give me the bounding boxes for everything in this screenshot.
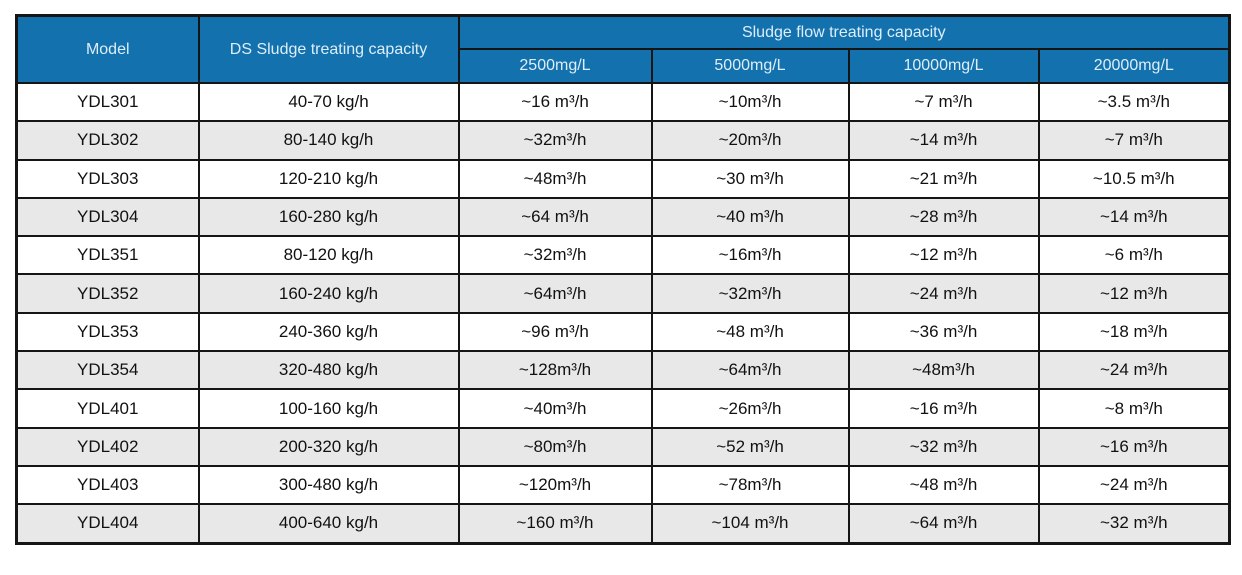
flow-capacity-cell: ~10m³/h <box>650 81 850 123</box>
flow-capacity-cell: ~64m³/h <box>457 273 653 314</box>
table-row: YDL354 320-480 kg/h ~128m³/h ~64m³/h ~48… <box>15 350 1231 391</box>
table-body: YDL301 40-70 kg/h ~16 m³/h ~10m³/h ~7 m³… <box>15 81 1231 545</box>
concentration-header-20000: 20000mg/L <box>1037 48 1231 84</box>
table-row: YDL301 40-70 kg/h ~16 m³/h ~10m³/h ~7 m³… <box>15 81 1231 123</box>
table-row: YDL402 200-320 kg/h ~80m³/h ~52 m³/h ~32… <box>15 426 1231 467</box>
flow-capacity-cell: ~64 m³/h <box>457 196 653 238</box>
flow-capacity-cell: ~16m³/h <box>650 235 850 276</box>
flow-capacity-cell: ~36 m³/h <box>847 311 1040 353</box>
ds-capacity-cell: 40-70 kg/h <box>197 81 460 123</box>
flow-capacity-cell: ~48 m³/h <box>650 311 850 353</box>
flow-capacity-cell: ~14 m³/h <box>1037 196 1231 238</box>
ds-capacity-cell: 160-240 kg/h <box>197 273 460 314</box>
concentration-header-10000: 10000mg/L <box>847 48 1040 84</box>
sludge-capacity-table: Model DS Sludge treating capacity Sludge… <box>15 14 1232 545</box>
table-row: YDL351 80-120 kg/h ~32m³/h ~16m³/h ~12 m… <box>15 235 1231 276</box>
ds-capacity-cell: 300-480 kg/h <box>197 464 460 506</box>
flow-capacity-cell: ~160 m³/h <box>457 503 653 545</box>
flow-capacity-cell: ~96 m³/h <box>457 311 653 353</box>
concentration-header-5000: 5000mg/L <box>650 48 850 84</box>
ds-capacity-cell: 120-210 kg/h <box>197 158 460 199</box>
model-cell: YDL352 <box>15 273 200 314</box>
flow-capacity-cell: ~80m³/h <box>457 426 653 467</box>
flow-capacity-cell: ~16 m³/h <box>847 388 1040 429</box>
model-cell: YDL353 <box>15 311 200 353</box>
model-cell: YDL354 <box>15 350 200 391</box>
table-row: YDL353 240-360 kg/h ~96 m³/h ~48 m³/h ~3… <box>15 311 1231 353</box>
model-cell: YDL303 <box>15 158 200 199</box>
table-row: YDL403 300-480 kg/h ~120m³/h ~78m³/h ~48… <box>15 464 1231 506</box>
flow-capacity-cell: ~16 m³/h <box>457 81 653 123</box>
model-column-header: Model <box>15 14 200 84</box>
flow-capacity-cell: ~10.5 m³/h <box>1037 158 1231 199</box>
flow-capacity-cell: ~40m³/h <box>457 388 653 429</box>
flow-capacity-cell: ~32 m³/h <box>847 426 1040 467</box>
flow-capacity-cell: ~48m³/h <box>847 350 1040 391</box>
flow-capacity-cell: ~7 m³/h <box>1037 120 1231 161</box>
flow-capacity-cell: ~104 m³/h <box>650 503 850 545</box>
flow-capacity-cell: ~32 m³/h <box>1037 503 1231 545</box>
model-cell: YDL304 <box>15 196 200 238</box>
model-cell: YDL401 <box>15 388 200 429</box>
flow-capacity-cell: ~32m³/h <box>650 273 850 314</box>
flow-capacity-cell: ~12 m³/h <box>847 235 1040 276</box>
ds-capacity-cell: 80-140 kg/h <box>197 120 460 161</box>
header-group-row: Model DS Sludge treating capacity Sludge… <box>15 14 1231 84</box>
flow-capacity-cell: ~18 m³/h <box>1037 311 1231 353</box>
table-header: Model DS Sludge treating capacity Sludge… <box>15 14 1231 84</box>
table-row: YDL302 80-140 kg/h ~32m³/h ~20m³/h ~14 m… <box>15 120 1231 161</box>
flow-capacity-cell: ~26m³/h <box>650 388 850 429</box>
ds-capacity-cell: 200-320 kg/h <box>197 426 460 467</box>
flow-capacity-cell: ~128m³/h <box>457 350 653 391</box>
flow-capacity-cell: ~64 m³/h <box>847 503 1040 545</box>
ds-capacity-cell: 240-360 kg/h <box>197 311 460 353</box>
sludge-capacity-table-wrapper: Model DS Sludge treating capacity Sludge… <box>15 14 1232 545</box>
ds-capacity-cell: 400-640 kg/h <box>197 503 460 545</box>
table-row: YDL404 400-640 kg/h ~160 m³/h ~104 m³/h … <box>15 503 1231 545</box>
model-cell: YDL402 <box>15 426 200 467</box>
ds-capacity-cell: 80-120 kg/h <box>197 235 460 276</box>
flow-capacity-cell: ~20m³/h <box>650 120 850 161</box>
ds-capacity-cell: 320-480 kg/h <box>197 350 460 391</box>
flow-capacity-cell: ~21 m³/h <box>847 158 1040 199</box>
model-cell: YDL351 <box>15 235 200 276</box>
flow-capacity-cell: ~7 m³/h <box>847 81 1040 123</box>
flow-capacity-cell: ~3.5 m³/h <box>1037 81 1231 123</box>
flow-capacity-cell: ~120m³/h <box>457 464 653 506</box>
flow-capacity-cell: ~14 m³/h <box>847 120 1040 161</box>
table-row: YDL304 160-280 kg/h ~64 m³/h ~40 m³/h ~2… <box>15 196 1231 238</box>
flow-capacity-cell: ~64m³/h <box>650 350 850 391</box>
flow-capacity-cell: ~24 m³/h <box>1037 464 1231 506</box>
header-concentration-row: 2500mg/L 5000mg/L 10000mg/L 20000mg/L <box>17 48 1231 84</box>
model-cell: YDL403 <box>15 464 200 506</box>
flow-capacity-cell: ~48m³/h <box>457 158 653 199</box>
flow-capacity-cell: ~24 m³/h <box>847 273 1040 314</box>
model-cell: YDL404 <box>15 503 200 545</box>
table-row: YDL401 100-160 kg/h ~40m³/h ~26m³/h ~16 … <box>15 388 1231 429</box>
concentration-header-2500: 2500mg/L <box>457 48 653 84</box>
flow-capacity-cell: ~8 m³/h <box>1037 388 1231 429</box>
flow-capacity-cell: ~16 m³/h <box>1037 426 1231 467</box>
table-row: YDL303 120-210 kg/h ~48m³/h ~30 m³/h ~21… <box>15 158 1231 199</box>
ds-capacity-column-header: DS Sludge treating capacity <box>197 14 460 84</box>
flow-capacity-cell: ~24 m³/h <box>1037 350 1231 391</box>
model-cell: YDL302 <box>15 120 200 161</box>
flow-capacity-cell: ~30 m³/h <box>650 158 850 199</box>
flow-capacity-cell: ~32m³/h <box>457 235 653 276</box>
flow-capacity-cell: ~40 m³/h <box>650 196 850 238</box>
flow-capacity-cell: ~28 m³/h <box>847 196 1040 238</box>
table-row: YDL352 160-240 kg/h ~64m³/h ~32m³/h ~24 … <box>15 273 1231 314</box>
flow-capacity-cell: ~32m³/h <box>457 120 653 161</box>
ds-capacity-cell: 160-280 kg/h <box>197 196 460 238</box>
flow-capacity-cell: ~12 m³/h <box>1037 273 1231 314</box>
flow-capacity-cell: ~6 m³/h <box>1037 235 1231 276</box>
flow-capacity-cell: ~52 m³/h <box>650 426 850 467</box>
ds-capacity-cell: 100-160 kg/h <box>197 388 460 429</box>
flow-capacity-cell: ~48 m³/h <box>847 464 1040 506</box>
model-cell: YDL301 <box>15 81 200 123</box>
flow-capacity-cell: ~78m³/h <box>650 464 850 506</box>
flow-capacity-group-header: Sludge flow treating capacity <box>457 14 1231 50</box>
